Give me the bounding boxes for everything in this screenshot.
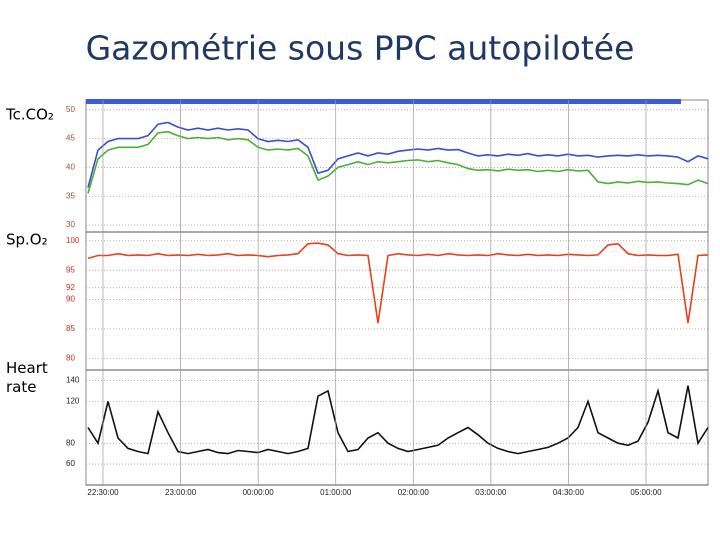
x-tick-label: 04:30:00 (553, 488, 585, 497)
x-tick-label: 23:00:00 (165, 488, 197, 497)
x-tick-label: 22:30:00 (87, 488, 119, 497)
y-tick-label: 80 (66, 353, 75, 362)
y-tick-label: 95 (66, 265, 75, 274)
panel-label: Sp.O₂ (6, 231, 48, 249)
y-tick-label: 85 (66, 324, 75, 333)
series-line (87, 242, 709, 324)
y-tick-label: 40 (66, 163, 75, 172)
panel-label: Heart rate (6, 359, 48, 396)
y-tick-label: 60 (66, 459, 75, 468)
y-tick-label: 45 (66, 134, 75, 143)
plot-frame (85, 99, 709, 486)
y-tick-label: 92 (66, 283, 75, 292)
x-tick-label: 00:00:00 (243, 488, 275, 497)
y-tick-label: 120 (66, 396, 80, 405)
y-tick-label: 90 (66, 295, 75, 304)
x-tick-label: 02:00:00 (398, 488, 430, 497)
series-line (87, 385, 709, 455)
slide-title: Gazométrie sous PPC autopilotée (86, 29, 635, 68)
y-tick-label: 35 (66, 191, 75, 200)
top-bar (86, 99, 681, 104)
y-tick-label: 140 (66, 376, 80, 385)
panel-label: Tc.CO₂ (5, 106, 54, 124)
x-tick-label: 03:00:00 (475, 488, 507, 497)
series-line (87, 130, 709, 194)
x-tick-label: 01:00:00 (320, 488, 352, 497)
x-tick-label: 05:00:00 (630, 488, 662, 497)
series-line (87, 121, 709, 188)
y-tick-label: 30 (66, 220, 75, 229)
y-tick-label: 100 (66, 236, 80, 245)
y-tick-label: 80 (66, 438, 75, 447)
y-tick-label: 50 (66, 105, 75, 114)
